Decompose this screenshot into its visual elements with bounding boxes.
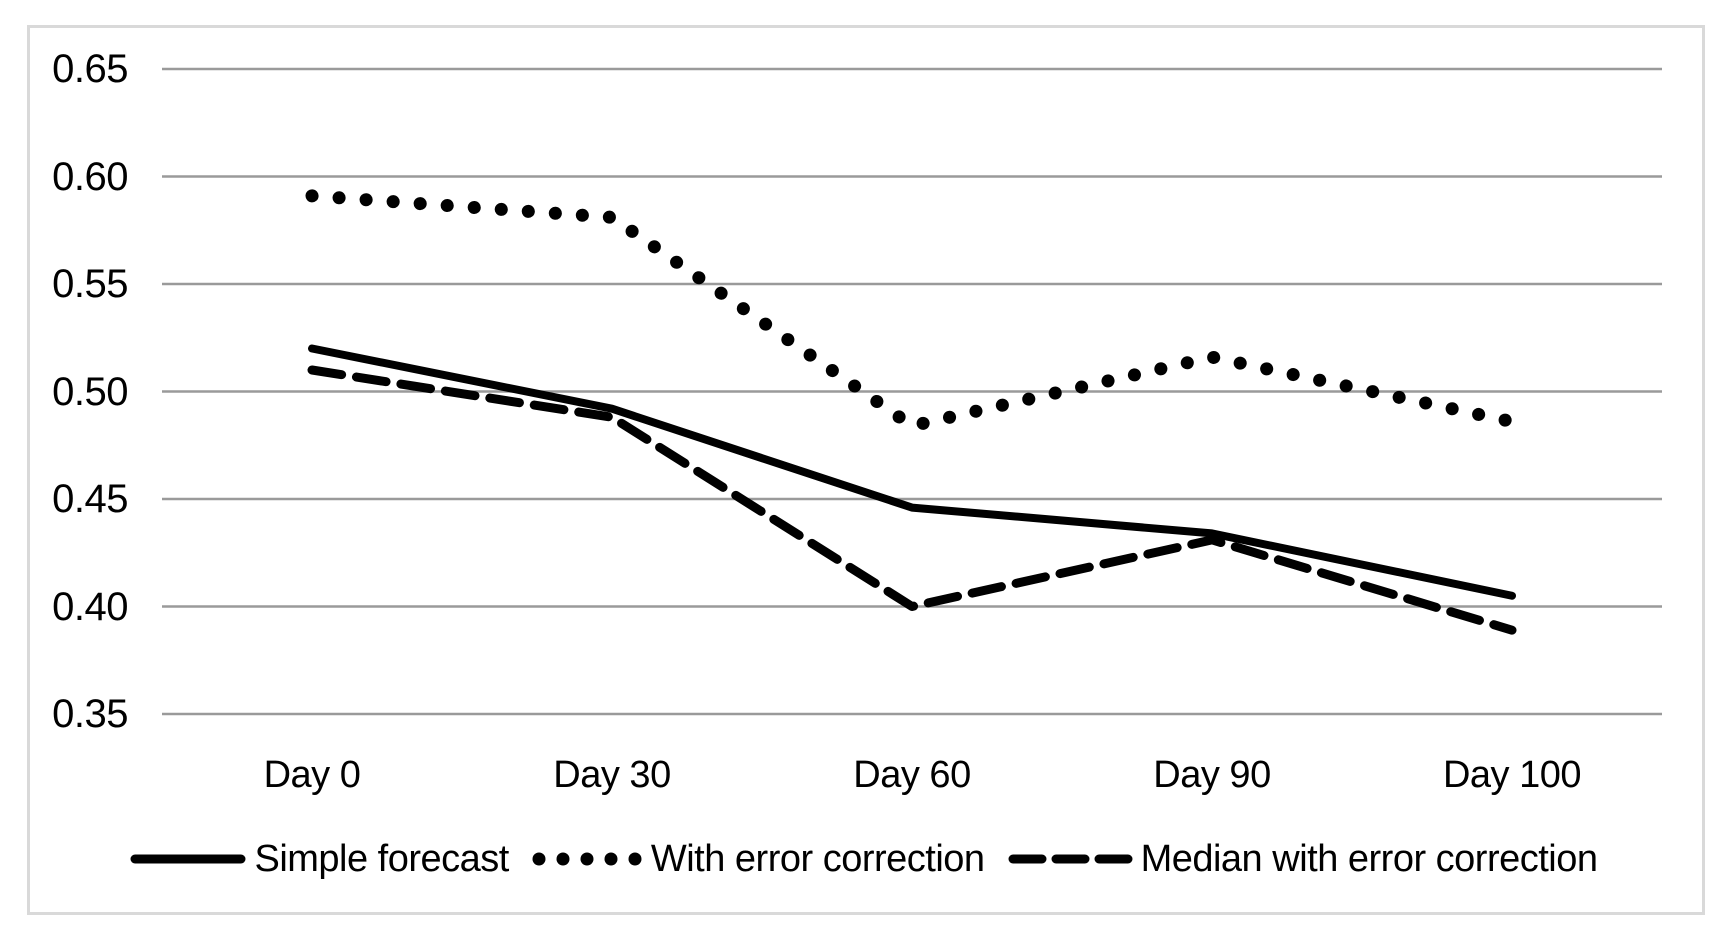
chart-figure-border (27, 25, 1705, 915)
y-axis-tick-label: 0.35 (52, 692, 128, 736)
legend-label-with-error-correction: With error correction (650, 837, 985, 880)
legend-marker-solid-line-icon (130, 850, 246, 868)
legend-label-median-with-error-correction: Median with error correction (1140, 837, 1598, 880)
legend-label-simple-forecast: Simple forecast (254, 837, 509, 880)
legend-marker-dotted-line-icon (531, 850, 643, 868)
series-line-dashed (307, 365, 1517, 635)
chart-legend: Simple forecast With error correction Me… (0, 832, 1728, 886)
series-line-solid (308, 344, 1516, 600)
legend-marker-dashed-line-icon (1007, 850, 1133, 868)
y-axis-tick-label: 0.65 (52, 47, 128, 91)
y-axis-tick-label: 0.50 (52, 369, 128, 414)
x-axis-category-label: Day 100 (1442, 754, 1582, 796)
legend-item-simple-forecast: Simple forecast (130, 837, 509, 881)
y-axis-tick-label: 0.60 (52, 154, 128, 199)
y-axis-tick-label: 0.45 (52, 477, 128, 521)
y-axis-tick-label: 0.55 (52, 262, 128, 306)
x-axis-category-label: Day 90 (1153, 754, 1271, 796)
x-axis-category-label: Day 60 (853, 754, 971, 796)
x-axis-category-label: Day 0 (263, 754, 361, 796)
legend-item-with-error-correction: With error correction (531, 838, 985, 881)
y-axis-tick-label: 0.40 (52, 584, 128, 629)
legend-item-median-with-error-correction: Median with error correction (1007, 838, 1598, 881)
x-axis-category-label: Day 30 (553, 754, 671, 796)
